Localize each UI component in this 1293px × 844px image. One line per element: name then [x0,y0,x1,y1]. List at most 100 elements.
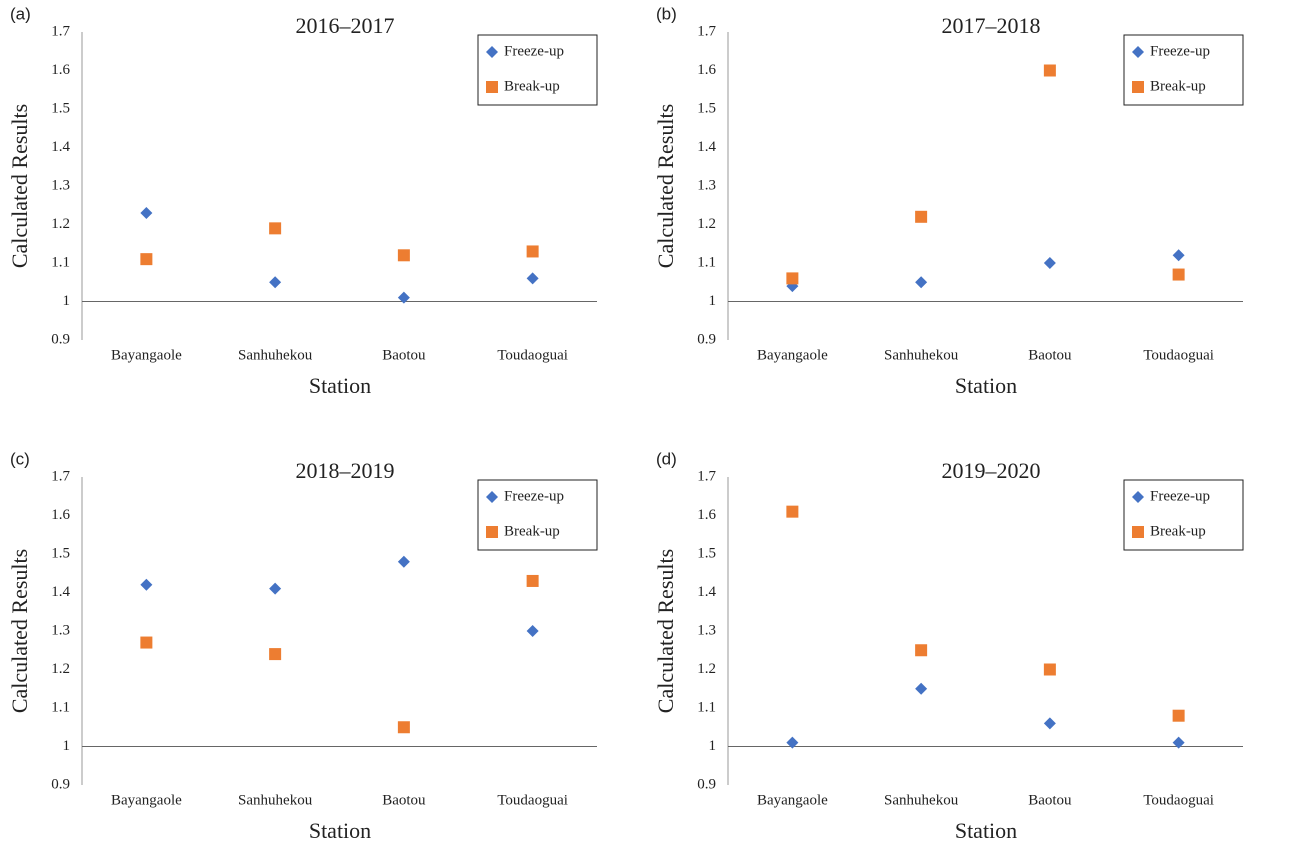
panel-label: (b) [656,4,677,23]
freeze-marker [915,682,928,695]
break-marker [486,81,498,93]
break-marker [915,644,928,657]
chart-title: 2018–2019 [296,458,395,483]
y-tick-label: 1.7 [51,23,70,39]
panel-label: (c) [10,449,30,468]
y-axis-label: Calculated Results [7,549,32,713]
freeze-marker [269,582,282,595]
y-tick-label: 0.9 [697,331,716,347]
chart-title: 2017–2018 [942,13,1041,38]
x-axis-label: Station [955,373,1017,398]
y-tick-label: 1.5 [51,545,70,561]
break-marker [269,648,282,661]
x-tick-label: Baotou [1028,347,1072,363]
panel-label: (d) [656,449,677,468]
freeze-marker [1132,491,1144,503]
legend-label: Break-up [504,523,560,539]
y-tick-label: 1.7 [697,468,716,484]
chart-title: 2016–2017 [296,13,395,38]
y-tick-label: 1.4 [51,139,70,155]
break-marker [1043,663,1056,676]
break-marker [140,636,153,649]
y-tick-label: 1.5 [697,545,716,561]
legend-box [477,479,598,551]
break-marker [786,505,799,518]
break-marker [486,526,498,538]
freeze-marker [140,578,153,591]
y-tick-label: 1.2 [697,661,716,677]
x-tick-label: Sanhuhekou [884,792,959,808]
x-tick-label: Bayangaole [111,792,182,808]
break-marker [269,222,282,235]
freeze-marker [786,736,799,749]
y-tick-label: 1 [709,738,717,754]
legend-label: Break-up [504,78,560,94]
x-axis-label: Station [955,818,1017,843]
break-marker [1132,81,1144,93]
legend-label: Break-up [1150,523,1206,539]
y-axis-label: Calculated Results [653,104,678,268]
x-tick-label: Bayangaole [111,347,182,363]
y-tick-label: 1.6 [697,507,716,523]
freeze-marker [526,625,539,637]
y-tick-label: 1.1 [697,254,716,270]
y-tick-label: 1.1 [51,254,70,270]
legend-label: Break-up [1150,78,1206,94]
y-tick-label: 1.3 [697,177,716,193]
y-tick-label: 1.3 [697,622,716,638]
x-tick-label: Sanhuhekou [238,792,313,808]
y-tick-label: 1.4 [697,139,716,155]
freeze-marker [486,46,498,58]
legend-box [1123,34,1244,106]
break-marker [1172,268,1185,281]
legend-label: Freeze-up [1150,488,1210,504]
y-tick-label: 0.9 [51,331,70,347]
y-tick-label: 1.1 [697,699,716,715]
legend-label: Freeze-up [504,43,564,59]
x-tick-label: Baotou [382,792,426,808]
freeze-marker [1172,736,1185,749]
x-axis-label: Station [309,818,371,843]
y-tick-label: 1 [709,293,717,309]
y-tick-label: 1.6 [697,62,716,78]
freeze-marker [397,291,410,304]
y-tick-label: 1.3 [51,177,70,193]
freeze-marker [486,491,498,503]
y-tick-label: 0.9 [51,776,70,792]
legend-label: Freeze-up [1150,43,1210,59]
x-tick-label: Toudaoguai [1143,792,1214,808]
y-tick-label: 1.4 [697,584,716,600]
y-tick-label: 1.6 [51,62,70,78]
legend-box [1123,479,1244,551]
y-tick-label: 0.9 [697,776,716,792]
y-tick-label: 1.6 [51,507,70,523]
legend-box [477,34,598,106]
x-tick-label: Toudaoguai [1143,347,1214,363]
freeze-marker [397,555,410,568]
x-tick-label: Bayangaole [757,347,828,363]
x-axis-label: Station [309,373,371,398]
y-tick-label: 1.4 [51,584,70,600]
legend-label: Freeze-up [504,488,564,504]
break-marker [140,253,153,266]
x-tick-label: Toudaoguai [497,347,568,363]
y-tick-label: 1.2 [697,216,716,232]
freeze-marker [1043,257,1056,269]
break-marker [1172,709,1185,722]
y-tick-label: 1.7 [697,23,716,39]
break-marker [786,272,799,285]
break-marker [915,210,928,223]
y-tick-label: 1.7 [51,468,70,484]
break-marker [526,574,539,587]
y-axis-label: Calculated Results [653,549,678,713]
panel-label: (a) [10,4,31,23]
y-tick-label: 1.5 [51,100,70,116]
y-tick-label: 1 [63,738,71,754]
break-marker [526,245,539,258]
y-tick-label: 1.1 [51,699,70,715]
x-tick-label: Bayangaole [757,792,828,808]
freeze-marker [1172,249,1185,262]
y-tick-label: 1.2 [51,661,70,677]
break-marker [397,721,410,734]
